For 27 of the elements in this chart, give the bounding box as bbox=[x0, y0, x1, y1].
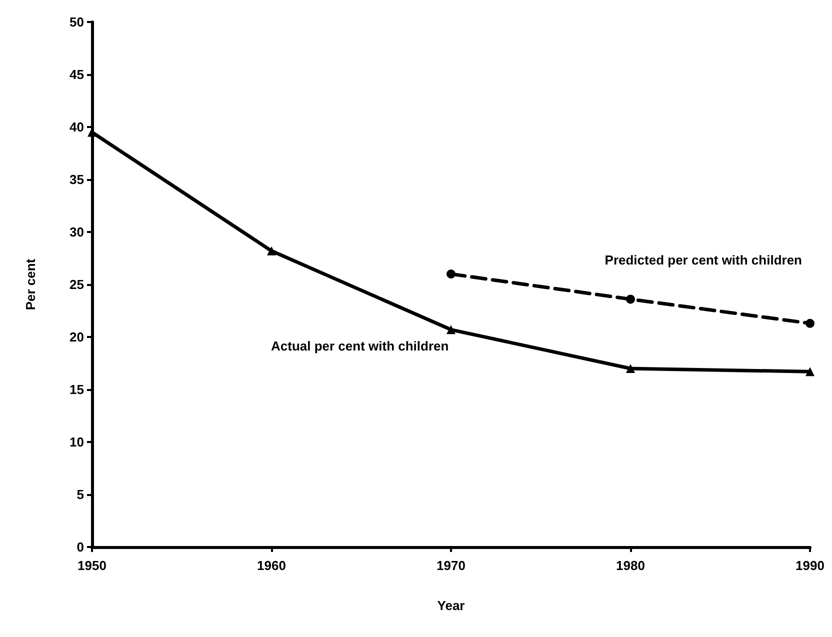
x-tick-label: 1990 bbox=[796, 558, 824, 573]
y-tick-label: 40 bbox=[70, 120, 84, 134]
y-tick-label: 15 bbox=[70, 382, 84, 397]
series-label: Actual per cent with children bbox=[271, 338, 449, 354]
point bbox=[446, 325, 456, 334]
x-axis-title: Year bbox=[437, 598, 465, 613]
y-tick-label: 25 bbox=[70, 277, 84, 292]
y-tick-label: 0 bbox=[76, 540, 84, 554]
y-tick-label: 50 bbox=[70, 14, 84, 30]
point bbox=[626, 294, 635, 304]
point bbox=[626, 364, 635, 373]
x-tick-label: 1980 bbox=[616, 558, 645, 573]
y-tick-label: 20 bbox=[70, 330, 84, 344]
y-tick-label: 10 bbox=[70, 434, 84, 450]
y-tick-label: 35 bbox=[70, 172, 84, 187]
y-tick-label: 45 bbox=[70, 67, 84, 82]
x-tick-label: 1950 bbox=[78, 558, 106, 573]
point bbox=[806, 318, 814, 328]
text: Predicted per cent with children bbox=[604, 252, 802, 268]
y-tick-label: 30 bbox=[70, 224, 84, 240]
x-tick-label: 1960 bbox=[257, 558, 286, 573]
y-axis-title: Per cent bbox=[23, 258, 38, 310]
y-tick-label: 5 bbox=[76, 487, 84, 502]
point bbox=[267, 246, 276, 256]
point bbox=[806, 367, 814, 376]
point bbox=[446, 270, 456, 278]
x-tick-label: 1970 bbox=[436, 558, 466, 573]
